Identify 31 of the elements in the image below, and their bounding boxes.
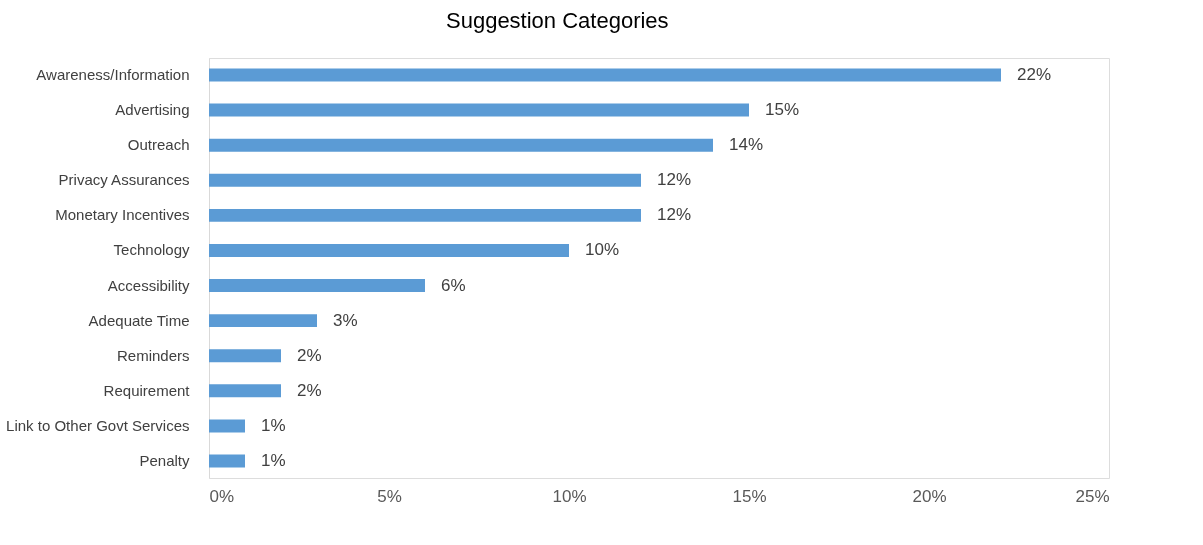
y-tick-label: Requirement [103, 381, 191, 399]
data-label: 22% [1017, 65, 1052, 85]
x-tick-label: 20% [912, 486, 947, 506]
data-label: 2% [297, 380, 322, 400]
x-tick-label: 0% [209, 486, 235, 506]
y-tick-label: Link to Other Govt Services [6, 416, 190, 434]
data-label: 2% [297, 345, 322, 365]
data-label: 1% [261, 415, 286, 435]
x-tick-label: 10% [552, 486, 587, 506]
data-label: 12% [657, 170, 692, 190]
data-label: 6% [441, 275, 466, 295]
y-tick-label: Accessibility [107, 276, 190, 294]
y-tick-label: Penalty [139, 451, 190, 469]
y-tick-label: Technology [113, 241, 190, 259]
x-tick-label: 25% [1075, 486, 1110, 506]
data-label: 10% [585, 240, 620, 260]
y-tick-label: Adequate Time [88, 311, 190, 329]
y-tick-label: Awareness/Information [36, 66, 190, 84]
y-tick-label: Advertising [115, 101, 190, 119]
y-tick-label: Outreach [127, 136, 190, 154]
data-label: 14% [729, 135, 764, 155]
data-label: 1% [261, 450, 286, 470]
y-tick-label: Reminders [116, 346, 190, 364]
y-tick-label: Privacy Assurances [58, 171, 190, 189]
y-tick-label: Monetary Incentives [55, 206, 190, 224]
chart-title: Suggestion Categories [446, 8, 669, 33]
data-label: 3% [333, 310, 358, 330]
data-label: 12% [657, 205, 692, 225]
x-tick-label: 15% [732, 486, 767, 506]
x-tick-label: 5% [377, 486, 402, 506]
data-label: 15% [765, 100, 800, 120]
